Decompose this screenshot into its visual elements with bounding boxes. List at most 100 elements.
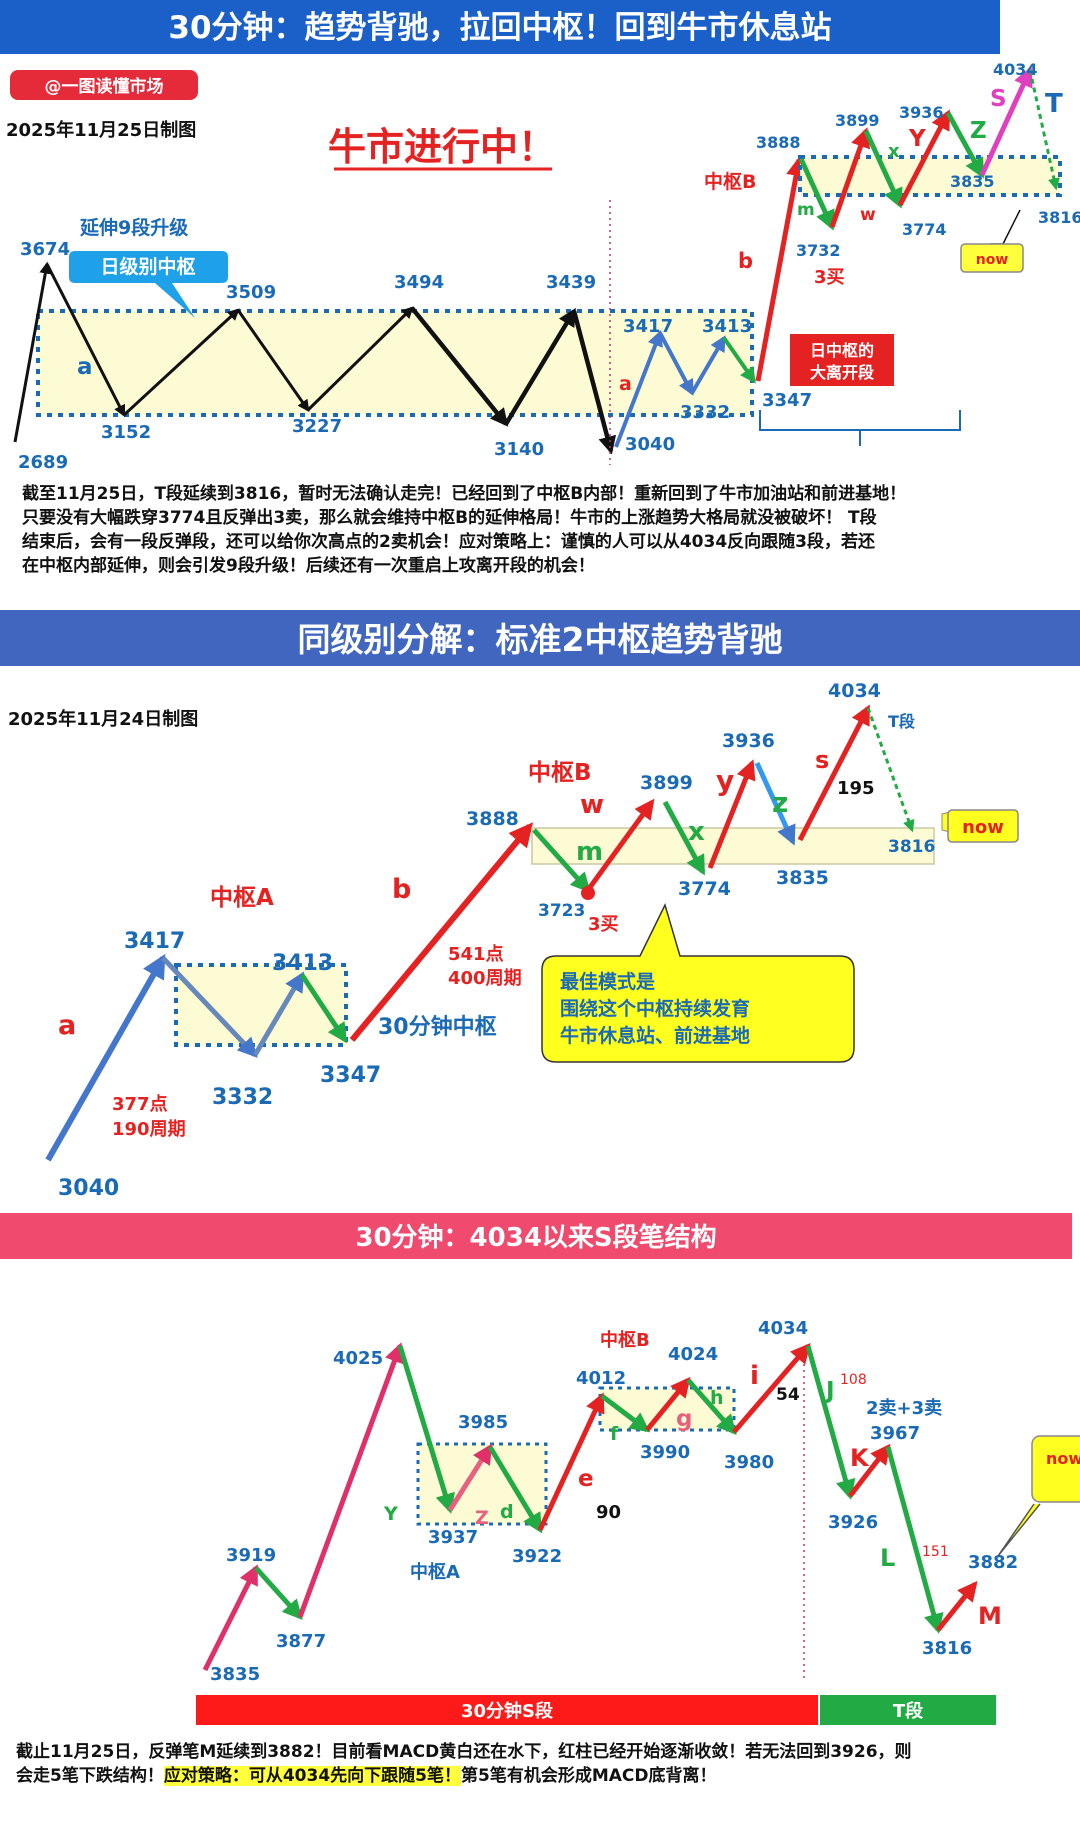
p3-n151: 151 [922, 1544, 949, 1560]
panel3-paragraph: 截止11月25日，反弹笔M延续到3882！目前看MACD黄白还在水下，红柱已经开… [16, 1740, 1056, 1788]
p3-stroke-J [805, 1345, 856, 1500]
p3-stroke-f [600, 1394, 651, 1433]
pt-3509: 3509 [226, 282, 276, 303]
svg-text:3732: 3732 [796, 241, 841, 260]
p2-point-labels: 3040 3417 3332 3413 3347 3888 3723 3899 … [58, 680, 935, 1201]
p3-stroke-d [487, 1445, 543, 1534]
svg-text:3417: 3417 [623, 316, 673, 337]
svg-text:3816: 3816 [1038, 208, 1080, 227]
p2-pivotB-strokes [532, 704, 915, 893]
svg-text:4034: 4034 [828, 680, 881, 702]
p3-point-labels: 3835 3919 3877 4025 3937 3985 3922 4012 … [210, 1318, 1018, 1685]
svg-text:3332: 3332 [680, 402, 730, 423]
p2-seg-letters: a b m w x y z s [58, 746, 829, 1041]
breakout-box [790, 334, 894, 386]
p3-stroke-L [885, 1446, 944, 1634]
p3-stroke-i [732, 1342, 811, 1434]
p1-para-line-1: 截至11月25日，T段延续到3816，暂时无法确认走完！已经回到了中枢B内部！重… [22, 484, 907, 504]
svg-text:3816: 3816 [922, 1638, 972, 1659]
pt-2689: 2689 [18, 452, 68, 473]
svg-text:3835: 3835 [776, 867, 829, 889]
svg-text:M: M [978, 1602, 1002, 1630]
p3-strokes [202, 1342, 978, 1672]
p3-para-line-1: 截止11月25日，反弹笔M延续到3882！目前看MACD黄白还在水下，红柱已经开… [16, 1742, 912, 1762]
p1-pivotB-labels: 3888 3732 3899 3936 3774 3835 4034 3816 [756, 60, 1080, 260]
p3-stroke-Z [447, 1443, 493, 1512]
p2-stroke-z [754, 761, 796, 846]
pt-3152: 3152 [101, 422, 151, 443]
svg-text:4034: 4034 [993, 60, 1038, 79]
p2-buy3-dot [581, 886, 595, 900]
p2-stroke-T [866, 707, 915, 833]
pt-3494: 3494 [394, 272, 444, 293]
p2-pivotB-label: 中枢B [528, 760, 592, 786]
svg-text:3990: 3990 [640, 1442, 690, 1463]
panel2-title: 同级别分解：标准2中枢趋势背驰 [298, 620, 783, 659]
svg-text:3774: 3774 [902, 220, 947, 239]
stroke-2689-3674 [13, 261, 52, 443]
p3-stroke-h [686, 1378, 737, 1435]
svg-text:4012: 4012 [576, 1368, 626, 1389]
svg-text:3980: 3980 [724, 1452, 774, 1473]
p1-buy3: 3买 [814, 267, 845, 288]
p2-s-count: 195 [837, 778, 875, 799]
callout-l2: 围绕这个中枢持续发育 [560, 997, 750, 1020]
panel3-title-bar [0, 1213, 1072, 1259]
p2-stroke-y [707, 759, 756, 869]
p3-stroke-e [537, 1392, 605, 1532]
p1-para-line-3: 结束后，会有一段反弹段，还可以给你次高点的2卖机会！应对策略上：谨慎的人可以从4… [22, 532, 875, 552]
p3-bar-s [196, 1695, 818, 1725]
svg-text:i: i [750, 1361, 759, 1391]
p3-now-label: now [1046, 1449, 1080, 1468]
p1-para-line-4: 在中枢内部延伸，则会引发9段升级！后续还有一次重启上攻离开段的机会！ [22, 556, 595, 576]
svg-text:Y: Y [908, 126, 926, 152]
svg-text:x: x [888, 141, 900, 162]
p3-now-callout: now [997, 1435, 1080, 1557]
stroke-S [979, 66, 1033, 177]
svg-text:3835: 3835 [210, 1664, 260, 1685]
svg-text:y: y [716, 764, 734, 797]
p3-para-2c: 第5笔有机会形成MACD底背离！ [461, 1766, 717, 1786]
range-bracket [759, 410, 961, 446]
seg-b-p1: b [738, 249, 753, 273]
p3-pivotA-label: 中枢A [410, 1561, 460, 1583]
svg-text:3936: 3936 [899, 103, 944, 122]
svg-text:w: w [580, 790, 604, 820]
svg-text:3413: 3413 [272, 951, 333, 976]
p2-seg-b [349, 822, 534, 1042]
svg-text:3936: 3936 [722, 730, 775, 752]
p2-t-seg: T段 [888, 712, 916, 731]
svg-text:e: e [578, 1466, 594, 1492]
panel1-title: 30分钟：趋势背驰，拉回中枢！回到牛市休息站 [168, 10, 831, 46]
svg-text:K: K [850, 1444, 870, 1472]
p2-buy3: 3买 [588, 914, 619, 935]
pt-3040: 3040 [625, 434, 675, 455]
svg-text:3922: 3922 [512, 1546, 562, 1567]
stroke-3439-3040 [571, 310, 617, 455]
p1-para-line-2: 只要没有大幅跌穿3774且反弹出3卖，那么就会维持中枢B的延伸格局！牛市的上涨趋… [22, 508, 877, 528]
p1-now-label: now [976, 252, 1009, 268]
stroke-w [829, 127, 871, 228]
svg-text:3835: 3835 [950, 172, 995, 191]
svg-text:T: T [1045, 89, 1063, 119]
breakout-l1: 日中枢的 [810, 341, 874, 360]
p3-bar-t [820, 1695, 996, 1725]
svg-text:b: b [392, 874, 411, 905]
svg-text:3347: 3347 [320, 1063, 381, 1088]
svg-text:h: h [710, 1387, 724, 1409]
p2-strokes [45, 822, 534, 1162]
p1-segment-b [755, 156, 806, 382]
svg-text:z: z [772, 786, 788, 819]
svg-text:3774: 3774 [678, 878, 731, 900]
p1-pivotB-box [798, 155, 1062, 197]
seg-a-daily: a [77, 354, 93, 380]
p3-stroke-g [645, 1376, 691, 1432]
p2-b-pts: 541点 [448, 943, 504, 965]
stroke-3494-3140 [410, 306, 509, 427]
panel3-title: 30分钟：4034以来S段笔结构 [355, 1222, 716, 1253]
stroke-T [1028, 69, 1060, 191]
p3-para-2a: 会走5笔下跌结构！ [16, 1766, 164, 1786]
p3-stroke-Y [397, 1345, 455, 1514]
p2-seg-a [45, 953, 166, 1162]
p2-a-pts: 377点 [112, 1093, 168, 1115]
